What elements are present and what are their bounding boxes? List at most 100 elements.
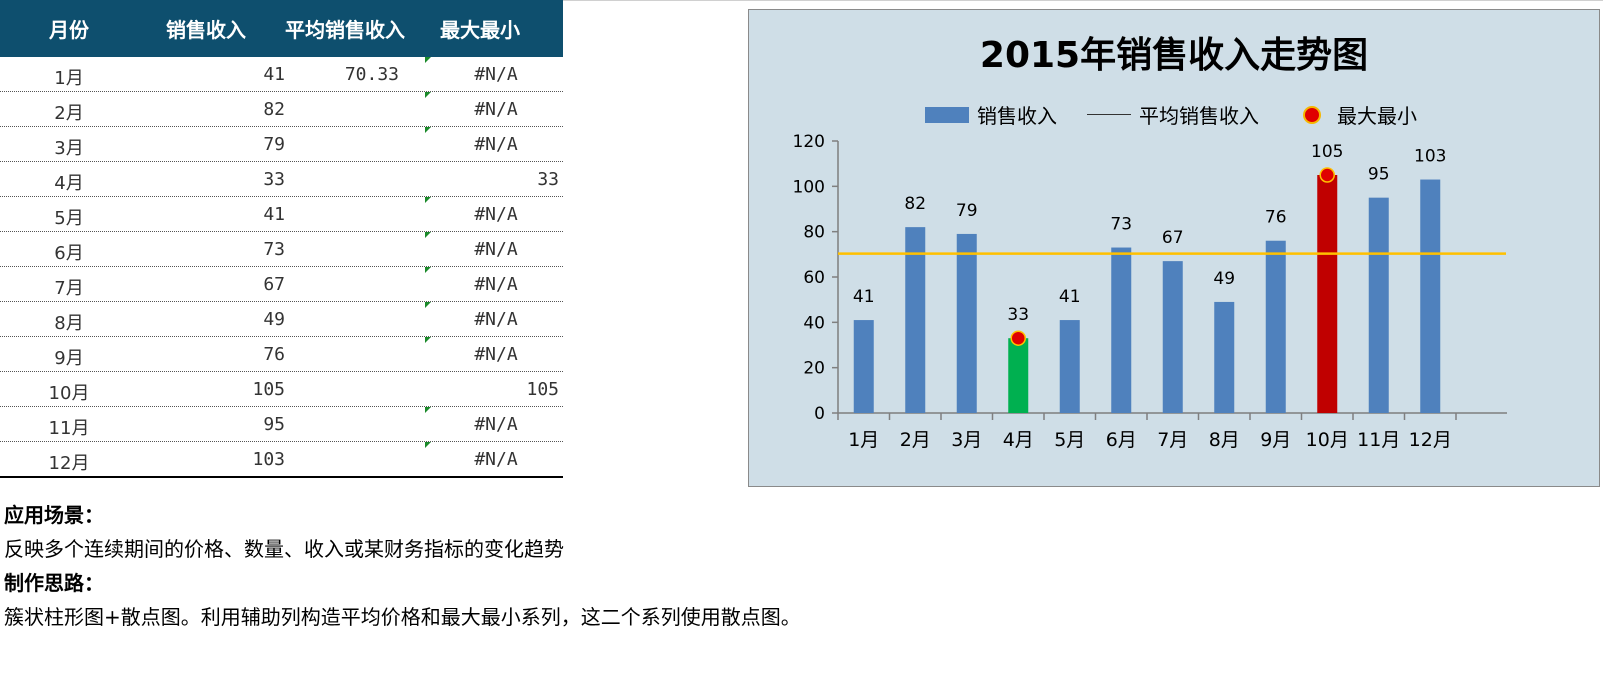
cell-sales[interactable]: 33: [263, 169, 285, 190]
data-label: 76: [1265, 208, 1287, 228]
cell-minmax[interactable]: #N/A: [474, 99, 518, 120]
cell-minmax[interactable]: #N/A: [474, 414, 518, 435]
cell-month[interactable]: 9月: [54, 348, 84, 369]
formula-error-indicator: [425, 442, 431, 448]
legend-sales-label: 销售收入: [977, 104, 1057, 128]
cell-sales[interactable]: 67: [263, 274, 285, 295]
x-tick-label: 1月: [848, 429, 879, 451]
cell-minmax[interactable]: #N/A: [474, 204, 518, 225]
formula-error-indicator: [425, 302, 431, 308]
cell-month[interactable]: 8月: [54, 313, 84, 334]
y-tick-label: 80: [803, 223, 825, 243]
table-row[interactable]: 6月 73 #N/A: [0, 232, 563, 267]
cell-month[interactable]: 4月: [54, 173, 84, 194]
bar: [1265, 240, 1286, 413]
bar: [1162, 261, 1183, 413]
cell-minmax[interactable]: #N/A: [474, 239, 518, 260]
cell-minmax[interactable]: #N/A: [474, 449, 518, 470]
table-row[interactable]: 4月 33 33: [0, 162, 563, 197]
data-label: 67: [1162, 228, 1184, 248]
bar: [1368, 197, 1389, 413]
bar: [905, 227, 926, 413]
minmax-marker: [1010, 330, 1026, 346]
cell-minmax[interactable]: 105: [526, 379, 559, 400]
cell-month[interactable]: 3月: [54, 138, 84, 159]
x-tick-label: 5月: [1054, 429, 1085, 451]
top-border: [0, 0, 1603, 1]
formula-error-indicator: [425, 127, 431, 133]
bar: [853, 320, 874, 413]
y-tick-label: 0: [814, 404, 825, 424]
cell-month[interactable]: 10月: [48, 383, 90, 404]
formula-error-indicator: [425, 92, 431, 98]
data-label: 41: [853, 287, 875, 307]
scenario-label: 应用场景：: [4, 503, 104, 527]
x-tick-label: 3月: [951, 429, 982, 451]
cell-sales[interactable]: 95: [263, 414, 285, 435]
y-tick-label: 100: [793, 177, 825, 197]
formula-error-indicator: [425, 232, 431, 238]
table-row[interactable]: 9月 76 #N/A: [0, 337, 563, 372]
data-label: 41: [1059, 287, 1081, 307]
cell-month[interactable]: 1月: [54, 68, 84, 89]
x-tick-label: 4月: [1003, 429, 1034, 451]
cell-month[interactable]: 11月: [48, 418, 90, 439]
cell-average[interactable]: 70.33: [344, 64, 399, 85]
cell-sales[interactable]: 105: [252, 379, 285, 400]
legend-minmax-label: 最大最小: [1337, 104, 1417, 128]
chart-legend: 销售收入 平均销售收入 最大最小: [925, 100, 1447, 129]
table-row[interactable]: 12月 103 #N/A: [0, 442, 563, 478]
y-tick-label: 60: [803, 268, 825, 288]
y-tick-label: 120: [793, 132, 825, 152]
header-average: 平均销售收入: [285, 18, 405, 42]
bar: [1008, 338, 1029, 413]
table-row[interactable]: 3月 79 #N/A: [0, 127, 563, 162]
cell-minmax[interactable]: #N/A: [474, 134, 518, 155]
formula-error-indicator: [425, 197, 431, 203]
x-tick-label: 8月: [1209, 429, 1240, 451]
data-label: 105: [1311, 142, 1343, 162]
cell-sales[interactable]: 41: [263, 204, 285, 225]
cell-minmax[interactable]: #N/A: [474, 64, 518, 85]
chart-plot: 0 20 40 60 80 100 120 41 1月 82 2月 79 3月 33 4月 41 5月 73 6月 6…: [793, 132, 1507, 451]
cell-sales[interactable]: 82: [263, 99, 285, 120]
cell-minmax[interactable]: 33: [537, 169, 559, 190]
cell-minmax[interactable]: #N/A: [474, 274, 518, 295]
table-row[interactable]: 8月 49 #N/A: [0, 302, 563, 337]
table-row[interactable]: 2月 82 #N/A: [0, 92, 563, 127]
header-minmax: 最大最小: [440, 18, 520, 42]
legend-item-sales: 销售收入: [925, 100, 1057, 129]
cell-month[interactable]: 12月: [48, 453, 90, 474]
data-label: 73: [1110, 215, 1132, 235]
data-table: 月份 销售收入 平均销售收入 最大最小 1月 41 70.33 #N/A 2月 82 #N/…: [0, 0, 563, 478]
x-tick-label: 11月: [1357, 429, 1400, 451]
legend-item-average: 平均销售收入: [1087, 100, 1259, 129]
chart-panel[interactable]: 2015年销售收入走势图 销售收入 平均销售收入 最大最小 0 20 40 60 80 1…: [748, 9, 1600, 487]
table-row[interactable]: 10月 105 105: [0, 372, 563, 407]
cell-sales[interactable]: 103: [252, 449, 285, 470]
y-tick-label: 20: [803, 359, 825, 379]
table-row[interactable]: 5月 41 #N/A: [0, 197, 563, 232]
cell-month[interactable]: 6月: [54, 243, 84, 264]
minmax-marker: [1319, 167, 1335, 183]
cell-minmax[interactable]: #N/A: [474, 309, 518, 330]
formula-error-indicator: [425, 57, 431, 63]
cell-sales[interactable]: 76: [263, 344, 285, 365]
cell-sales[interactable]: 79: [263, 134, 285, 155]
data-label: 33: [1007, 305, 1029, 325]
table-row[interactable]: 1月 41 70.33 #N/A: [0, 57, 563, 92]
cell-sales[interactable]: 41: [263, 64, 285, 85]
bar: [1111, 247, 1132, 413]
x-tick-label: 7月: [1157, 429, 1188, 451]
cell-sales[interactable]: 73: [263, 239, 285, 260]
data-label: 95: [1368, 165, 1390, 185]
table-row[interactable]: 7月 67 #N/A: [0, 267, 563, 302]
bar: [1059, 320, 1080, 413]
cell-sales[interactable]: 49: [263, 309, 285, 330]
cell-minmax[interactable]: #N/A: [474, 344, 518, 365]
table-row[interactable]: 11月 95 #N/A: [0, 407, 563, 442]
cell-month[interactable]: 7月: [54, 278, 84, 299]
legend-average-label: 平均销售收入: [1139, 104, 1259, 128]
cell-month[interactable]: 5月: [54, 208, 84, 229]
cell-month[interactable]: 2月: [54, 103, 84, 124]
